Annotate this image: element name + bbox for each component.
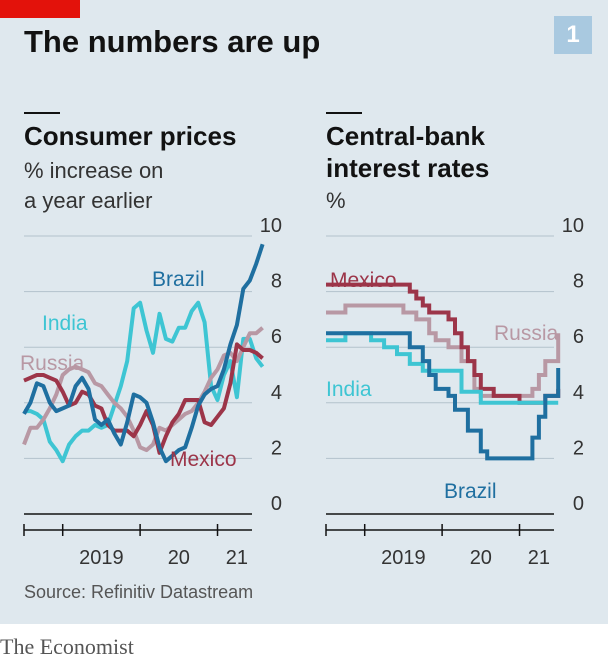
series-line-russia [326,303,561,398]
series-line-russia [22,326,264,453]
y-tick-label: 2 [573,437,584,459]
y-tick-label: 6 [573,326,584,348]
right-chart-title-line2: interest rates [326,153,490,183]
publisher-footer: The Economist [0,634,134,659]
y-tick-label: 6 [271,326,282,348]
y-tick-label: 8 [271,271,282,293]
series-label-india: India [326,378,372,401]
y-tick-label: 10 [562,215,584,237]
x-tick-label: 20 [470,547,492,569]
x-tick-label: 21 [226,547,248,569]
series-line-india [326,331,559,405]
page-title: The numbers are up [24,24,321,59]
right-chart-subtitle: % [326,188,346,213]
series-line-brazil [22,243,265,464]
source-note: Source: Refinitiv Datastream [24,582,254,602]
chart-consumer-prices: 0 2 4 6 8 10 2019 20 21 Brazil India Russia Mexico [20,215,282,569]
series-line-brazil [326,331,561,461]
series-label-india: India [42,312,88,335]
series-label-mexico: Mexico [330,269,397,292]
charts-svg: 0 2 4 6 8 10 2019 20 21 Brazil India Russia Mexico 0 2… [20,215,584,569]
y-tick-label: 4 [573,382,584,404]
y-tick-label: 0 [573,493,584,515]
series-label-russia: Russia [20,352,85,375]
left-title-rule [24,112,60,114]
series-line-mexico [23,342,264,455]
y-tick-label: 10 [260,215,282,237]
left-chart-subtitle-line1: % increase on [24,158,164,183]
y-tick-label: 0 [271,493,282,515]
brand-tag [0,0,80,18]
series-label-mexico: Mexico [170,448,237,471]
x-tick-label: 2019 [79,547,124,569]
left-chart-title: Consumer prices [24,121,237,151]
series-label-russia: Russia [494,322,559,345]
left-chart-subtitle-line2: a year earlier [24,188,153,213]
chart-interest-rates: 0 2 4 6 8 10 2019 20 21 Mexico Russia India Brazil [325,215,584,569]
x-tick-label: 20 [168,547,190,569]
series-label-brazil: Brazil [444,480,497,503]
series-label-brazil: Brazil [152,268,205,291]
x-tick-label: 21 [528,547,550,569]
y-tick-label: 8 [573,271,584,293]
series-line-india [24,300,265,464]
chart-panel [0,0,608,624]
y-tick-label: 2 [271,437,282,459]
y-tick-label: 4 [271,382,282,404]
x-tick-label: 2019 [381,547,426,569]
right-chart-title-line1: Central-bank [326,121,485,151]
chart-number-badge: 1 [554,16,592,54]
right-title-rule [326,112,362,114]
